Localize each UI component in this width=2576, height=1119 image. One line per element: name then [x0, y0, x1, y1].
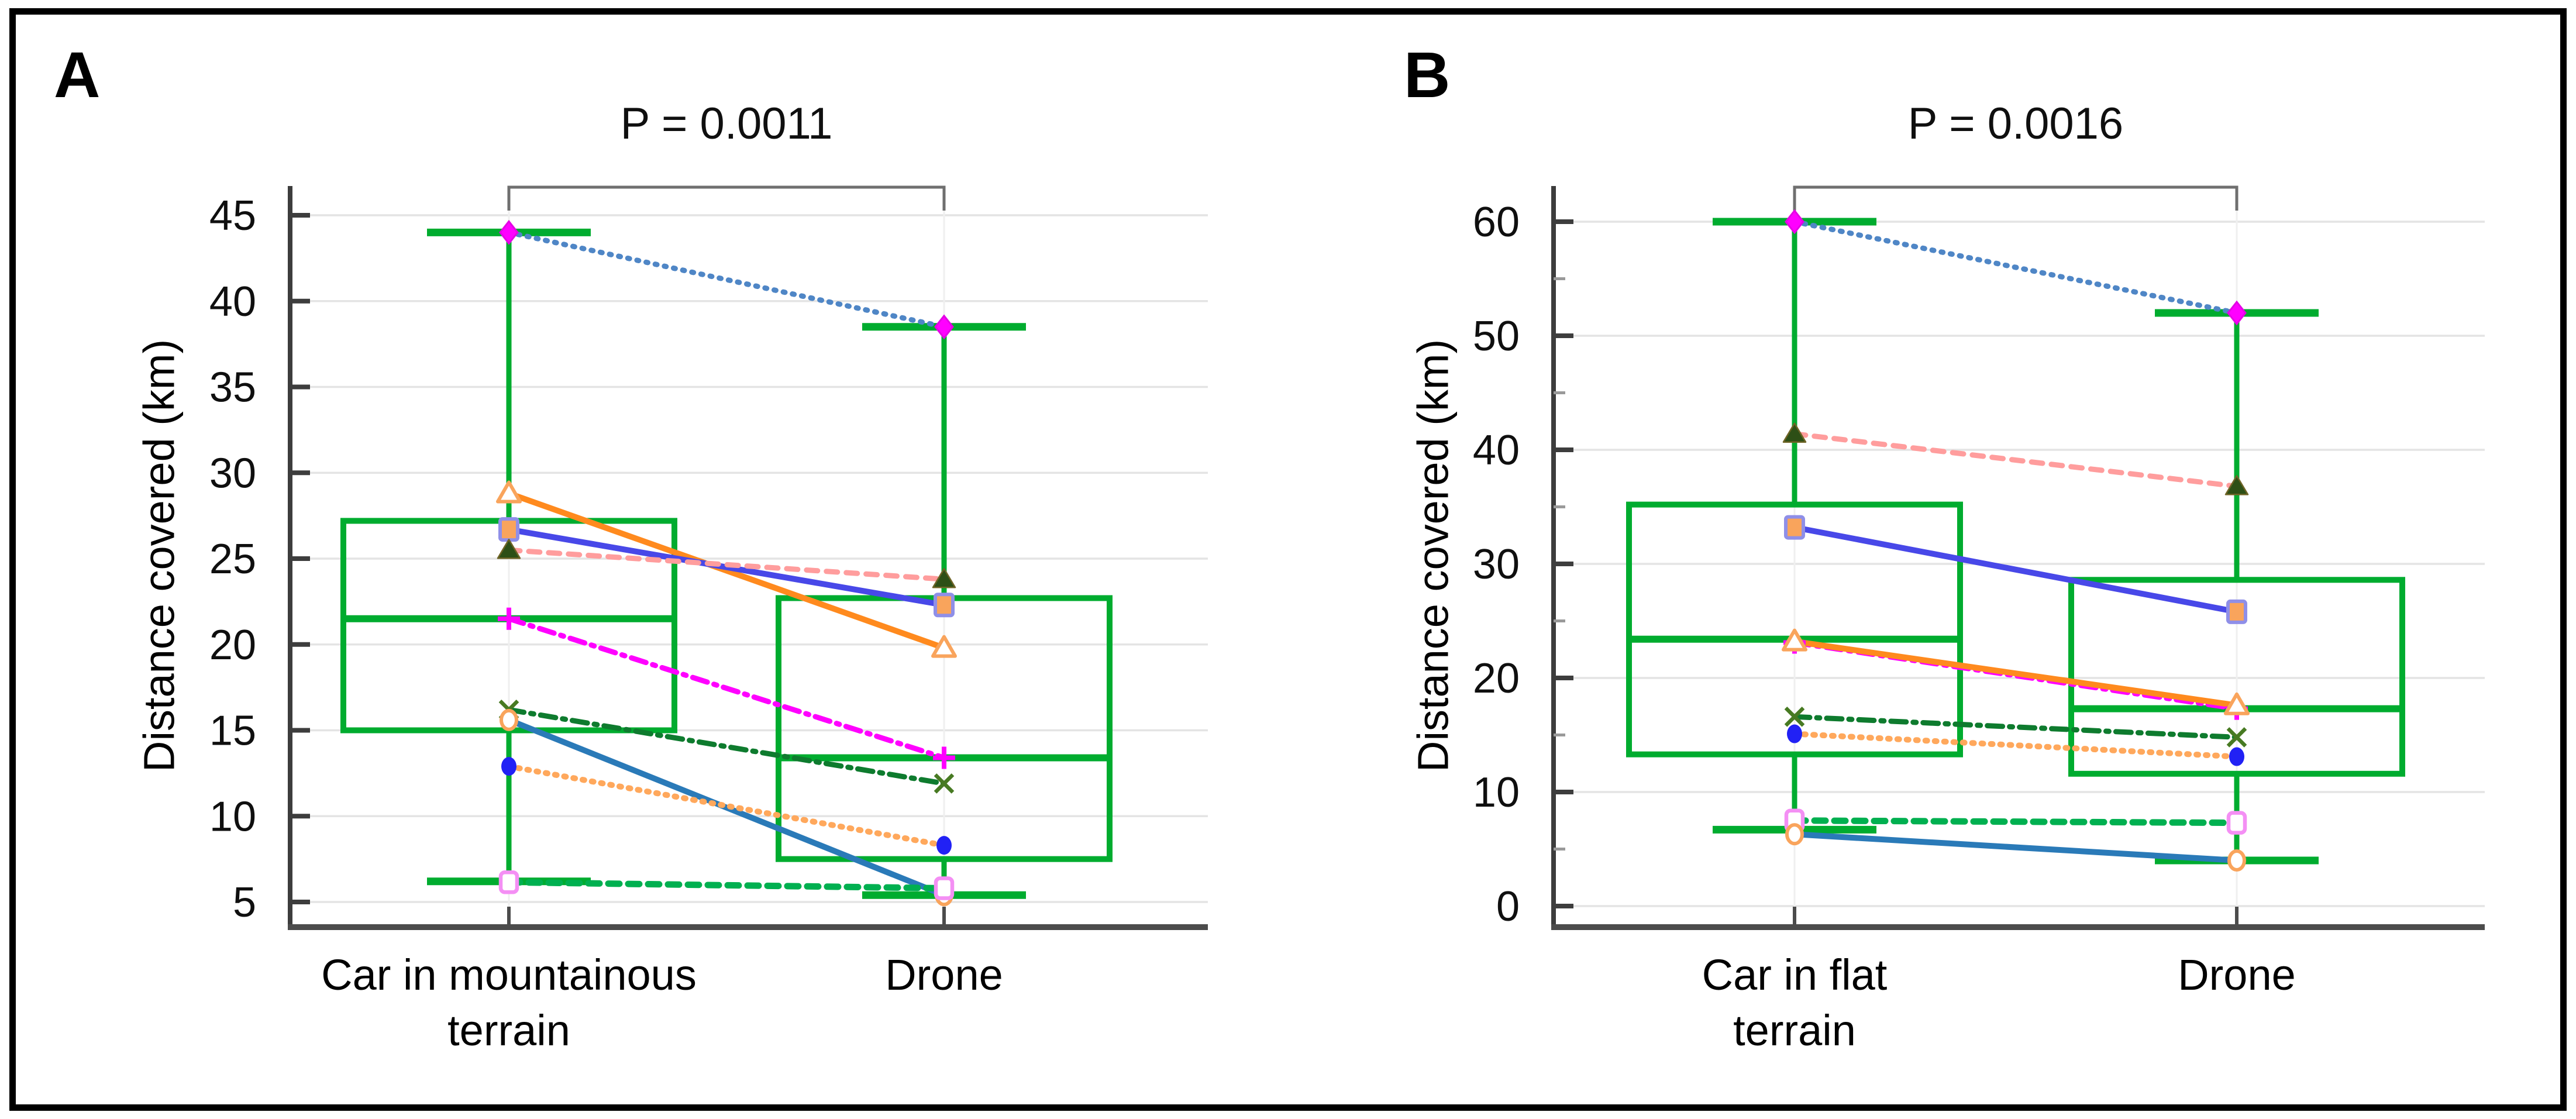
- category-label: Car in flat: [1702, 951, 1888, 999]
- marker-circle-filled-icon: [501, 757, 516, 776]
- marker-diamond-icon: [1785, 209, 1804, 235]
- marker-triangle-filled-icon: [932, 567, 956, 588]
- panel-a-ylabel: Distance covered (km): [135, 339, 184, 773]
- figure-border: [9, 8, 2567, 1111]
- y-tick-label: 35: [209, 364, 256, 411]
- marker-plus-icon: [933, 746, 955, 769]
- marker-circle-open-icon: [2227, 849, 2246, 872]
- marker-diamond-icon: [499, 219, 519, 245]
- pair-line-pair-6: [1792, 714, 2240, 740]
- y-tick-label: 10: [209, 793, 256, 840]
- marker-square-open-icon: [498, 870, 519, 894]
- pair-line-pair-5: [506, 616, 947, 760]
- marker-triangle-open-icon: [1782, 628, 1807, 652]
- marker-x-icon: [934, 773, 955, 794]
- marker-circle-open-icon: [1785, 823, 1804, 846]
- marker-circle-filled-icon: [2229, 747, 2244, 766]
- marker-x-icon: [2226, 727, 2247, 748]
- marker-square-filled-icon: [2226, 599, 2247, 624]
- marker-square-filled-icon: [1784, 515, 1805, 540]
- pair-line-pair-2: [508, 490, 945, 651]
- category-label: Car in mountainous: [321, 951, 697, 999]
- marker-circle-open-icon: [500, 708, 518, 731]
- panel-b-letter: B: [1404, 39, 1451, 111]
- pair-line-pair-3: [1794, 524, 2237, 615]
- y-tick-label: 15: [209, 708, 256, 755]
- marker-circle-filled-icon: [1787, 724, 1802, 743]
- pair-line-pair-7: [508, 717, 945, 898]
- marker-square-open-icon: [2226, 811, 2247, 835]
- pair-line-pair-8: [1791, 817, 2240, 827]
- y-tick-label: 30: [209, 450, 256, 497]
- y-tick-label: 50: [1473, 313, 1520, 360]
- pair-line-pair-2: [1792, 431, 2240, 489]
- panel-a-plot: 5 10 15 20 25 30 35 40 45 Car in mountainous terra…: [209, 185, 1208, 1055]
- pair-line-pair-1: [506, 229, 947, 330]
- y-tick-label: 25: [209, 536, 256, 583]
- pair-line-pair-9: [505, 879, 948, 892]
- y-tick-label: 10: [1473, 769, 1520, 816]
- panel-a-pvalue: P = 0.0011: [620, 99, 833, 149]
- category-label: terrain: [447, 1006, 570, 1055]
- y-tick-label: 40: [209, 278, 256, 325]
- y-tick-label: 30: [1473, 541, 1520, 588]
- marker-plus-icon: [498, 607, 520, 630]
- box-iqr: [1626, 501, 1963, 758]
- pair-line-pair-4: [506, 547, 947, 582]
- box-iqr: [2068, 577, 2405, 777]
- pair-line-pair-1: [1792, 219, 2240, 316]
- y-tick-label: 0: [1496, 883, 1520, 930]
- marker-circle-filled-icon: [936, 836, 952, 855]
- pair-line-pair-6: [506, 707, 947, 786]
- marker-square-filled-icon: [934, 593, 955, 618]
- marker-triangle-filled-icon: [2224, 475, 2249, 495]
- marker-triangle-filled-icon: [497, 539, 521, 559]
- significance-bracket: [1793, 185, 2238, 211]
- category-label: Drone: [885, 951, 1003, 999]
- significance-bracket: [507, 185, 946, 211]
- panel-b-plot: 0 10 20 30 40 50 60 Car in flat terrain Drone: [1473, 185, 2485, 1055]
- marker-triangle-open-icon: [2224, 692, 2250, 715]
- category-label: Drone: [2178, 951, 2296, 999]
- pair-line-pair-7: [1792, 731, 2240, 760]
- y-tick-label: 45: [209, 192, 256, 239]
- marker-diamond-icon: [934, 314, 954, 340]
- pair-line-pair-8: [506, 763, 947, 849]
- marker-diamond-icon: [2227, 300, 2247, 326]
- marker-triangle-open-icon: [931, 635, 957, 658]
- y-tick-label: 60: [1473, 199, 1520, 246]
- y-tick-label: 5: [233, 879, 256, 926]
- panel-a-letter: A: [54, 39, 101, 111]
- marker-triangle-filled-icon: [1782, 422, 1807, 443]
- panel-b-ylabel: Distance covered (km): [1408, 339, 1458, 773]
- y-tick-label: 20: [1473, 655, 1520, 702]
- y-tick-label: 20: [209, 622, 256, 669]
- pair-line-pair-5: [1794, 638, 2237, 708]
- marker-triangle-open-icon: [496, 480, 522, 504]
- panel-b-pvalue: P = 0.0016: [1907, 99, 2124, 149]
- marker-square-open-icon: [934, 876, 955, 900]
- marker-x-icon: [1784, 707, 1805, 727]
- category-label: terrain: [1733, 1006, 1856, 1055]
- y-tick-label: 40: [1473, 427, 1520, 474]
- pair-line-pair-9: [1794, 831, 2237, 863]
